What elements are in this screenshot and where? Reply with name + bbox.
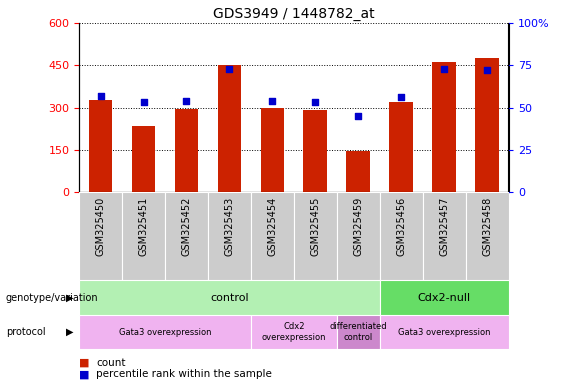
Bar [122, 192, 165, 280]
Text: ■: ■ [79, 358, 90, 368]
Text: percentile rank within the sample: percentile rank within the sample [96, 369, 272, 379]
Point [182, 98, 191, 104]
Text: genotype/variation: genotype/variation [6, 293, 98, 303]
Bar [303, 110, 327, 192]
Text: Gata3 overexpression: Gata3 overexpression [398, 328, 490, 337]
Text: GSM325450: GSM325450 [95, 197, 106, 256]
Text: GSM325452: GSM325452 [181, 197, 192, 256]
Point [440, 66, 449, 72]
Point [354, 113, 363, 119]
Point [311, 99, 320, 106]
Bar [79, 280, 380, 315]
Text: control: control [210, 293, 249, 303]
Bar [380, 315, 508, 349]
Text: protocol: protocol [6, 327, 45, 337]
Bar [389, 102, 413, 192]
Bar [165, 192, 208, 280]
Text: GSM325451: GSM325451 [138, 197, 149, 256]
Bar [380, 280, 508, 315]
Text: GSM325459: GSM325459 [353, 197, 363, 256]
Bar [132, 126, 155, 192]
Bar [346, 151, 370, 192]
Text: differentiated
control: differentiated control [329, 323, 387, 342]
Bar [251, 315, 337, 349]
Bar [79, 315, 251, 349]
Text: Cdx2
overexpression: Cdx2 overexpression [262, 323, 326, 342]
Bar [175, 109, 198, 192]
Bar [432, 63, 456, 192]
Text: ■: ■ [79, 369, 90, 379]
Point [268, 98, 277, 104]
Text: Gata3 overexpression: Gata3 overexpression [119, 328, 211, 337]
Point [139, 99, 148, 106]
Text: Cdx2-null: Cdx2-null [418, 293, 471, 303]
Point [225, 66, 234, 72]
Title: GDS3949 / 1448782_at: GDS3949 / 1448782_at [213, 7, 375, 21]
Bar [218, 65, 241, 192]
Text: GSM325453: GSM325453 [224, 197, 234, 256]
Bar [208, 192, 251, 280]
Text: GSM325454: GSM325454 [267, 197, 277, 256]
Text: GSM325457: GSM325457 [439, 197, 449, 256]
Point [483, 67, 492, 73]
Bar [337, 192, 380, 280]
Bar [251, 192, 294, 280]
Bar [294, 192, 337, 280]
Bar [466, 192, 509, 280]
Text: GSM325456: GSM325456 [396, 197, 406, 256]
Text: ▶: ▶ [66, 327, 73, 337]
Point [96, 93, 105, 99]
Bar [475, 58, 499, 192]
Point [397, 94, 406, 101]
Text: ▶: ▶ [66, 293, 73, 303]
Bar [260, 108, 284, 192]
Text: count: count [96, 358, 125, 368]
Bar [89, 101, 112, 192]
Bar [337, 315, 380, 349]
Text: GSM325458: GSM325458 [482, 197, 492, 256]
Bar [423, 192, 466, 280]
Bar [79, 192, 122, 280]
Text: GSM325455: GSM325455 [310, 197, 320, 256]
Bar [380, 192, 423, 280]
